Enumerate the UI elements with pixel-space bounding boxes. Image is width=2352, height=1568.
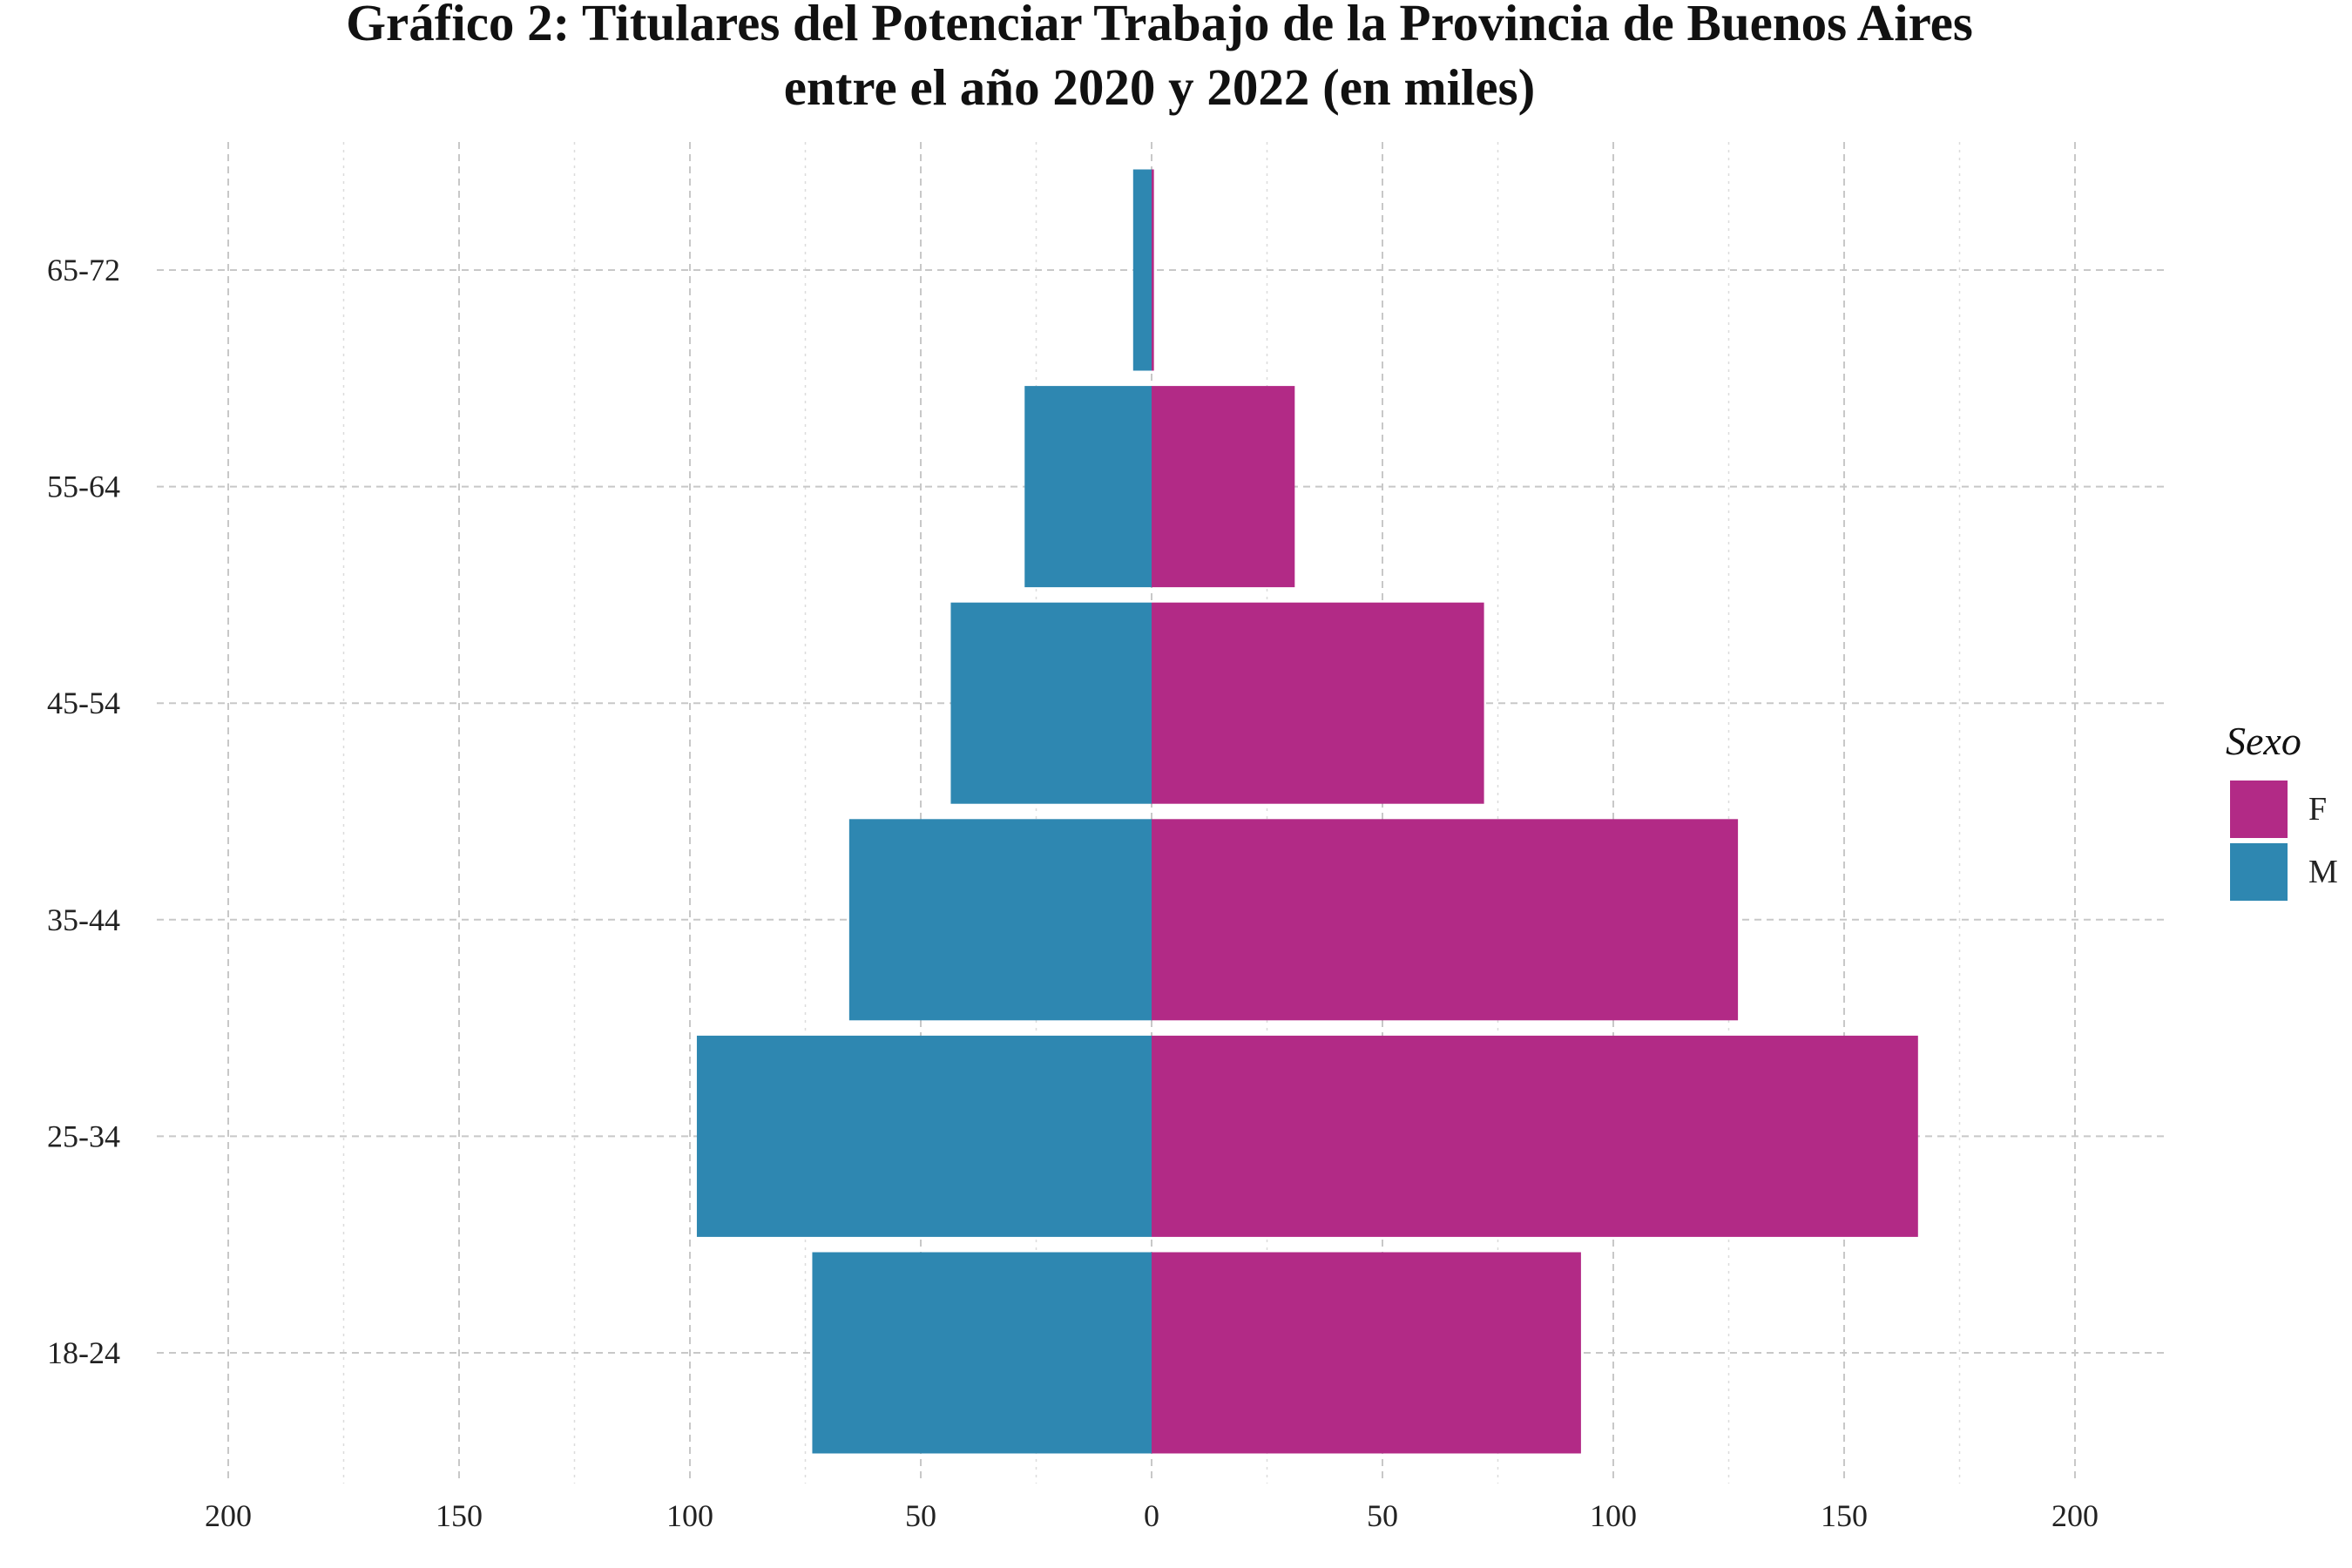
x-tick-label: 100 bbox=[666, 1498, 713, 1533]
chart-title: Gráfico 2: Titulares del Potenciar Traba… bbox=[346, 0, 1973, 116]
legend: Sexo FM bbox=[2226, 719, 2338, 901]
bar-m-25-34 bbox=[696, 1035, 1152, 1237]
y-tick-label: 35-44 bbox=[47, 902, 120, 937]
y-tick-label: 18-24 bbox=[47, 1335, 120, 1370]
bar-f-65-72 bbox=[1152, 169, 1154, 371]
y-tick-label: 55-64 bbox=[47, 470, 120, 504]
x-tick-label: 150 bbox=[436, 1498, 483, 1533]
y-tick-label: 45-54 bbox=[47, 686, 120, 720]
y-tick-label: 25-34 bbox=[47, 1119, 120, 1153]
bar-f-55-64 bbox=[1152, 386, 1295, 588]
legend-label-m: M bbox=[2308, 854, 2338, 890]
legend-swatch-f bbox=[2230, 781, 2288, 838]
bar-f-18-24 bbox=[1152, 1252, 1581, 1454]
bar-f-35-44 bbox=[1152, 819, 1739, 1021]
bar-f-45-54 bbox=[1152, 602, 1484, 804]
x-axis-tick-labels: 200 150 100 50 0 50 100 150 200 bbox=[205, 1498, 2099, 1533]
x-tick-label: 50 bbox=[1367, 1498, 1398, 1533]
bar-m-45-54 bbox=[950, 602, 1152, 804]
legend-swatch-m bbox=[2230, 843, 2288, 901]
x-tick-label: 150 bbox=[1821, 1498, 1868, 1533]
bar-m-18-24 bbox=[812, 1252, 1152, 1454]
x-tick-label: 50 bbox=[905, 1498, 936, 1533]
x-tick-label: 200 bbox=[2051, 1498, 2099, 1533]
legend-title: Sexo bbox=[2226, 719, 2301, 763]
bars bbox=[696, 169, 1918, 1454]
bar-m-65-72 bbox=[1132, 169, 1152, 371]
bar-m-55-64 bbox=[1024, 386, 1152, 588]
x-tick-label: 100 bbox=[1590, 1498, 1637, 1533]
bar-f-25-34 bbox=[1152, 1035, 1918, 1237]
chart-title-line-1: Gráfico 2: Titulares del Potenciar Traba… bbox=[346, 0, 1973, 51]
legend-label-f: F bbox=[2308, 791, 2327, 828]
x-tick-label: 200 bbox=[205, 1498, 252, 1533]
chart-title-line-2: entre el año 2020 y 2022 (en miles) bbox=[784, 58, 1535, 116]
bar-m-35-44 bbox=[848, 819, 1152, 1021]
x-tick-label: 0 bbox=[1144, 1498, 1159, 1533]
y-axis-tick-labels: 18-24 25-34 35-44 45-54 55-64 65-72 bbox=[47, 253, 120, 1370]
y-tick-label: 65-72 bbox=[47, 253, 120, 287]
